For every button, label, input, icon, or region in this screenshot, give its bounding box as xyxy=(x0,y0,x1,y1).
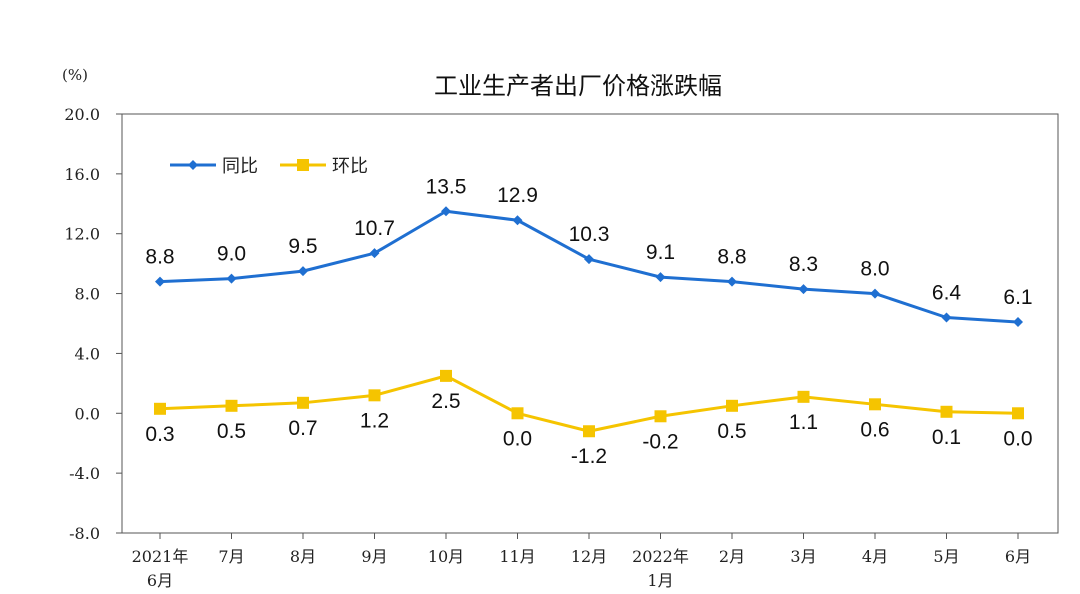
data-point xyxy=(155,276,165,287)
data-label: 0.0 xyxy=(1003,427,1032,450)
legend-marker xyxy=(188,160,198,170)
data-point xyxy=(870,288,880,299)
data-label: 8.3 xyxy=(789,253,818,276)
data-label: 0.5 xyxy=(217,420,246,443)
plot-frame xyxy=(121,113,1059,534)
y-tick-label: -4.0 xyxy=(69,464,100,483)
x-tick-label: 10月 xyxy=(428,547,464,566)
data-label: 10.3 xyxy=(569,223,610,246)
data-point xyxy=(941,312,952,323)
legend: 同比 环比 xyxy=(170,156,368,177)
data-point xyxy=(441,206,451,217)
data-point xyxy=(369,248,380,259)
data-label: 8.8 xyxy=(717,246,746,269)
x-tick-label: 2021年 xyxy=(132,547,189,566)
x-tick-label: 6月 xyxy=(1005,547,1031,566)
data-point xyxy=(512,215,523,226)
data-point xyxy=(154,402,166,415)
data-label: 9.5 xyxy=(288,235,317,258)
y-tick-label: 16.0 xyxy=(64,165,100,184)
data-label: 6.1 xyxy=(1003,286,1032,309)
data-label: 12.9 xyxy=(497,184,538,207)
data-point xyxy=(655,272,666,283)
series-1: 8.8 9.0 9.5 10.7 13.5 12.9 10.3 9.1 8.8 8.3 8.0 6.4… xyxy=(145,175,1033,328)
x-tick-label: 11月 xyxy=(499,547,535,566)
y-unit-label: (%) xyxy=(62,66,88,84)
x-tick-label: 2022年 xyxy=(632,547,689,566)
data-point xyxy=(440,369,452,382)
chart-title: 工业生产者出厂价格涨跌幅 xyxy=(434,72,722,100)
x-tick-label: 1月 xyxy=(647,571,673,590)
data-point xyxy=(940,405,953,418)
data-label: 8.8 xyxy=(145,246,174,269)
data-label: 13.5 xyxy=(426,175,467,198)
data-point xyxy=(368,389,381,402)
x-tick-label: 4月 xyxy=(862,547,888,566)
data-point xyxy=(1013,317,1023,328)
data-label: 6.4 xyxy=(932,282,962,305)
data-label: 9.1 xyxy=(646,241,675,264)
series-group: 8.8 9.0 9.5 10.7 13.5 12.9 10.3 9.1 8.8 8.3 8.0 6.4… xyxy=(145,175,1032,468)
data-point xyxy=(584,254,594,265)
data-point xyxy=(511,407,524,420)
data-point xyxy=(654,410,667,423)
data-label: 0.0 xyxy=(503,427,532,450)
y-tick-label: 8.0 xyxy=(75,285,100,304)
legend-label: 环比 xyxy=(332,156,368,177)
data-label: 1.1 xyxy=(789,411,818,434)
data-point xyxy=(726,399,738,412)
data-point xyxy=(225,399,238,412)
series-2: 0.3 0.5 0.7 1.2 2.5 0.0 -1.2 -0.2 0.5 1.1 0.6 0.1 0.… xyxy=(145,369,1033,468)
data-point xyxy=(297,396,309,409)
x-tick-label: 5月 xyxy=(933,547,959,566)
data-point xyxy=(583,425,595,438)
data-point xyxy=(869,398,881,411)
y-axis: -8.0 -4.0 0.0 4.0 8.0 12.0 16.0 20.0 xyxy=(64,105,122,543)
data-label: 8.0 xyxy=(860,258,889,281)
y-tick-label: -8.0 xyxy=(69,524,100,543)
x-tick-label: 7月 xyxy=(218,547,244,566)
data-point xyxy=(797,390,810,403)
data-label: 0.7 xyxy=(288,417,317,440)
legend-label: 同比 xyxy=(222,156,258,177)
data-label: 1.2 xyxy=(360,409,389,432)
x-tick-label: 6月 xyxy=(147,571,173,590)
legend-marker xyxy=(297,159,309,171)
x-tick-label: 9月 xyxy=(361,547,387,566)
data-label: 2.5 xyxy=(431,390,460,413)
data-point xyxy=(798,284,809,295)
data-label: 0.6 xyxy=(860,418,889,441)
x-tick-label: 2月 xyxy=(719,547,745,566)
data-point xyxy=(727,276,737,287)
data-label: 0.1 xyxy=(932,426,961,449)
y-tick-label: 4.0 xyxy=(75,344,100,363)
data-label: -0.2 xyxy=(642,430,678,453)
data-point xyxy=(226,273,237,284)
data-label: -1.2 xyxy=(571,445,607,468)
data-label: 0.5 xyxy=(717,420,746,443)
x-tick-label: 3月 xyxy=(790,547,816,566)
x-tick-label: 8月 xyxy=(290,547,316,566)
x-tick-label: 12月 xyxy=(571,547,607,566)
data-label: 0.3 xyxy=(145,423,174,446)
data-point xyxy=(1012,407,1024,420)
data-point xyxy=(298,266,308,277)
y-tick-label: 20.0 xyxy=(64,105,100,124)
y-tick-label: 0.0 xyxy=(75,404,100,423)
y-tick-label: 12.0 xyxy=(64,225,100,244)
data-label: 10.7 xyxy=(354,217,395,240)
data-label: 9.0 xyxy=(217,243,246,266)
x-axis: 2021年 6月 7月 8月 9月 10月 11月 12月 2022年 1月 2月 3月 4月 5月 6月 xyxy=(132,533,1031,590)
